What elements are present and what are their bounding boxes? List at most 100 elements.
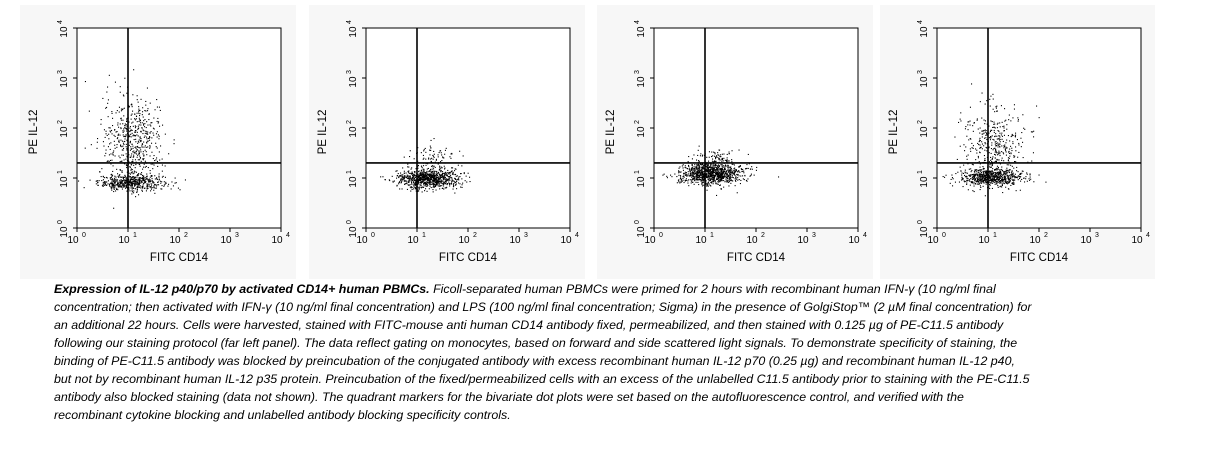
data-point <box>981 180 983 182</box>
data-point <box>425 184 427 186</box>
data-point <box>159 109 161 111</box>
data-point <box>136 175 138 177</box>
data-point <box>138 150 140 152</box>
data-point <box>422 158 424 160</box>
data-point <box>1002 179 1004 181</box>
data-point <box>418 171 420 173</box>
data-point <box>1018 151 1020 153</box>
data-point <box>141 146 143 148</box>
data-point <box>991 142 993 144</box>
data-point <box>123 185 125 187</box>
data-point <box>716 166 718 168</box>
data-point <box>138 120 140 122</box>
data-point <box>1001 184 1003 186</box>
data-point <box>991 135 993 137</box>
data-point <box>1033 181 1035 183</box>
data-point <box>710 185 712 187</box>
data-point <box>988 171 990 173</box>
data-point <box>1017 156 1019 158</box>
data-point <box>105 181 107 183</box>
data-point <box>679 177 681 179</box>
data-point <box>415 175 417 177</box>
data-point <box>708 170 710 172</box>
data-point <box>981 143 983 145</box>
data-point <box>725 180 727 182</box>
data-point <box>713 171 715 173</box>
data-point <box>721 172 723 174</box>
data-point <box>1004 108 1006 110</box>
data-point <box>958 181 960 183</box>
data-point <box>153 186 155 188</box>
data-point <box>125 183 127 185</box>
data-point <box>411 180 413 182</box>
data-point <box>78 180 80 182</box>
data-point <box>1004 172 1006 174</box>
data-point <box>158 184 160 186</box>
data-point <box>992 171 994 173</box>
data-point <box>983 170 985 172</box>
data-point <box>108 154 110 156</box>
data-point <box>174 182 176 184</box>
data-point <box>969 106 971 108</box>
data-point <box>666 177 668 179</box>
data-point <box>995 160 997 162</box>
data-point <box>684 165 686 167</box>
data-point <box>135 147 137 149</box>
data-point <box>119 180 121 182</box>
data-point <box>134 131 136 133</box>
data-point <box>695 174 697 176</box>
data-point <box>431 176 433 178</box>
x-tick-label: 10 <box>356 235 368 246</box>
data-point <box>721 168 723 170</box>
data-point <box>111 111 113 113</box>
data-point <box>985 181 987 183</box>
data-point <box>1009 169 1011 171</box>
data-point <box>716 156 718 158</box>
data-point <box>140 131 142 133</box>
data-point <box>431 183 433 185</box>
data-point <box>742 178 744 180</box>
data-point <box>140 177 142 179</box>
data-point <box>999 177 1001 179</box>
data-point <box>693 175 695 177</box>
data-point <box>106 161 108 163</box>
data-point <box>1003 171 1005 173</box>
data-point <box>150 187 152 189</box>
data-point <box>993 176 995 178</box>
data-point <box>1010 145 1012 147</box>
data-point <box>408 175 410 177</box>
data-point <box>991 170 993 172</box>
data-point <box>995 133 997 135</box>
data-point <box>114 184 116 186</box>
data-point <box>173 139 175 141</box>
data-point <box>456 188 458 190</box>
data-point <box>1014 155 1016 157</box>
data-point <box>124 180 126 182</box>
x-tick-exponent: 1 <box>993 232 997 239</box>
data-point <box>413 184 415 186</box>
data-point <box>135 115 137 117</box>
data-point <box>693 168 695 170</box>
data-point <box>113 179 115 181</box>
data-point <box>720 178 722 180</box>
data-point <box>994 179 996 181</box>
data-point <box>425 185 427 187</box>
data-point <box>720 175 722 177</box>
data-point <box>988 177 990 179</box>
data-point <box>679 171 681 173</box>
data-point <box>713 174 715 176</box>
data-point <box>450 177 452 179</box>
data-point <box>973 122 975 124</box>
data-point <box>432 176 434 178</box>
data-point <box>149 179 151 181</box>
data-point <box>983 132 985 134</box>
data-point <box>956 158 958 160</box>
data-point <box>120 181 122 183</box>
data-point <box>985 183 987 185</box>
data-point <box>697 172 699 174</box>
data-point <box>84 81 86 83</box>
data-point <box>132 180 134 182</box>
data-point <box>1014 161 1016 163</box>
data-point <box>721 175 723 177</box>
data-point <box>132 176 134 178</box>
